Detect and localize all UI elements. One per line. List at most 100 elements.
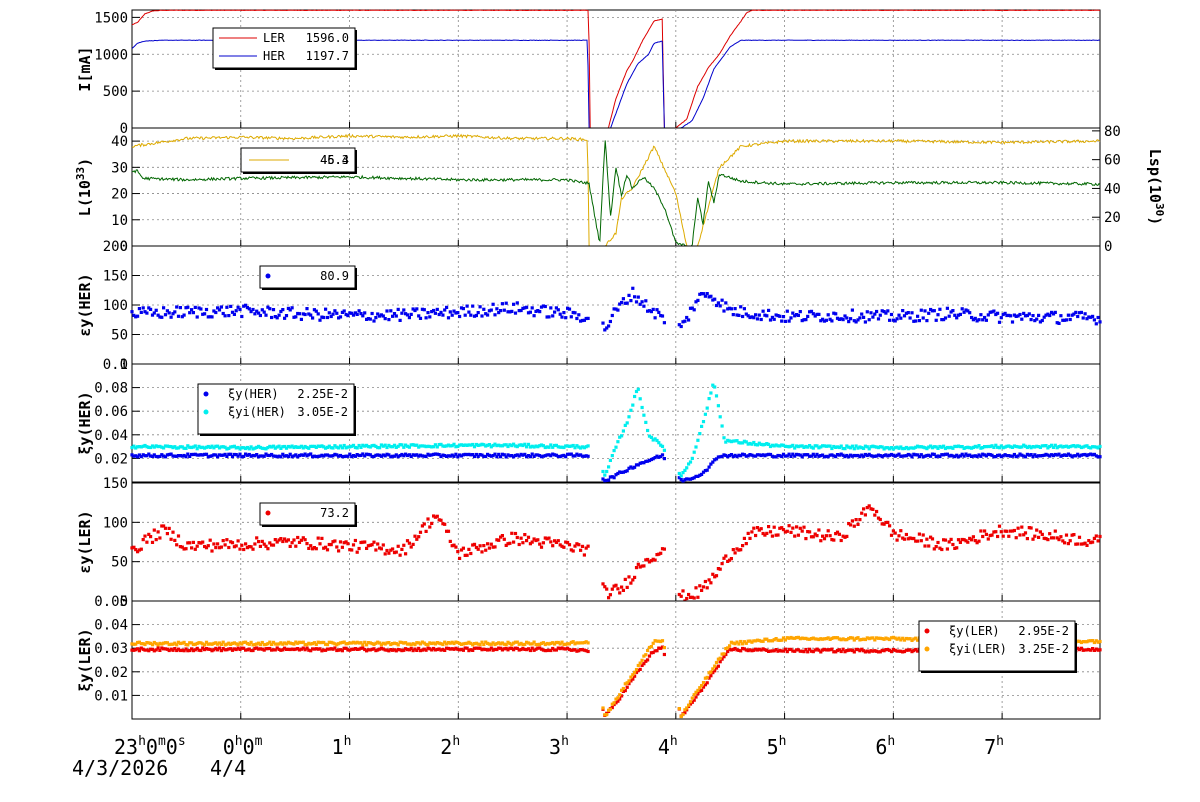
data-point <box>283 646 287 650</box>
data-point <box>216 542 220 546</box>
data-point <box>350 548 354 552</box>
data-point <box>938 454 942 459</box>
data-point <box>837 532 841 536</box>
data-point <box>947 314 951 318</box>
data-point <box>230 445 235 449</box>
data-point <box>623 682 627 686</box>
data-point <box>927 311 931 315</box>
data-point <box>761 531 765 536</box>
data-point <box>754 533 758 538</box>
data-point <box>1085 648 1089 652</box>
data-point <box>342 640 346 644</box>
data-point <box>584 316 588 321</box>
data-point <box>945 306 949 310</box>
data-point <box>774 443 778 447</box>
data-point <box>1076 452 1080 456</box>
data-point <box>203 648 207 652</box>
data-point <box>895 445 899 449</box>
data-point <box>519 443 523 447</box>
data-point <box>783 319 787 323</box>
data-point <box>182 446 186 450</box>
data-point <box>640 405 644 410</box>
data-point <box>383 642 387 646</box>
data-point <box>835 648 840 653</box>
data-point <box>219 649 223 653</box>
data-point <box>830 647 834 651</box>
data-point <box>307 446 311 450</box>
data-point <box>847 320 851 324</box>
data-point <box>214 310 218 315</box>
data-point <box>1096 648 1100 652</box>
data-point <box>266 305 270 309</box>
data-point <box>789 316 793 320</box>
data-point <box>889 446 894 450</box>
data-point <box>983 315 987 320</box>
data-point <box>973 454 977 458</box>
data-point <box>309 544 313 548</box>
data-point <box>232 452 236 457</box>
data-point <box>849 648 853 652</box>
data-point <box>700 588 704 592</box>
data-point <box>1076 646 1080 650</box>
data-point <box>690 700 694 704</box>
data-point <box>508 310 512 314</box>
data-point <box>1022 311 1026 315</box>
data-point <box>806 530 810 534</box>
data-point <box>869 507 873 511</box>
data-point <box>305 454 309 458</box>
data-point <box>713 664 717 668</box>
data-point <box>445 646 449 650</box>
legend-swatch <box>924 628 930 634</box>
data-point <box>268 640 272 644</box>
legend-swatch <box>924 646 930 652</box>
data-point <box>201 642 205 646</box>
data-point <box>690 696 694 700</box>
data-point <box>545 537 549 541</box>
data-point <box>523 647 527 651</box>
data-point <box>916 539 920 543</box>
data-point <box>906 537 910 541</box>
data-point <box>376 453 380 457</box>
data-point <box>646 658 650 662</box>
data-point <box>244 303 248 307</box>
data-point <box>191 311 195 315</box>
data-point <box>299 444 303 448</box>
data-point <box>733 307 737 311</box>
time-tick-main: 2 <box>440 735 452 759</box>
data-point <box>208 315 212 319</box>
data-point <box>268 307 272 311</box>
data-point <box>351 454 356 458</box>
data-point <box>173 538 177 542</box>
data-point <box>722 655 726 659</box>
data-point <box>163 647 168 651</box>
data-point <box>461 546 465 550</box>
data-point <box>765 648 769 652</box>
data-point <box>765 314 769 318</box>
y-tick-label: 100 <box>103 298 128 314</box>
data-point <box>234 446 238 450</box>
data-point <box>1091 639 1095 643</box>
y-axis-label: L(1033) <box>74 158 94 216</box>
data-point <box>547 453 551 457</box>
data-point <box>346 445 350 449</box>
data-point <box>1091 453 1095 457</box>
data-point <box>789 444 793 448</box>
data-point <box>539 545 544 549</box>
data-point <box>603 328 607 332</box>
data-point <box>813 532 817 536</box>
data-point <box>1061 318 1065 322</box>
data-point <box>659 639 663 644</box>
time-tick-main: 5 <box>767 735 779 759</box>
data-point <box>767 525 771 529</box>
data-point <box>212 453 216 457</box>
y-tick-label: 150 <box>103 269 128 285</box>
data-point <box>819 454 823 458</box>
data-point <box>988 453 992 457</box>
data-point <box>774 637 778 641</box>
data-point <box>487 648 491 652</box>
data-point <box>400 443 404 447</box>
data-point <box>586 649 590 654</box>
data-point <box>234 647 238 652</box>
data-point <box>714 666 719 670</box>
data-point <box>279 648 283 652</box>
